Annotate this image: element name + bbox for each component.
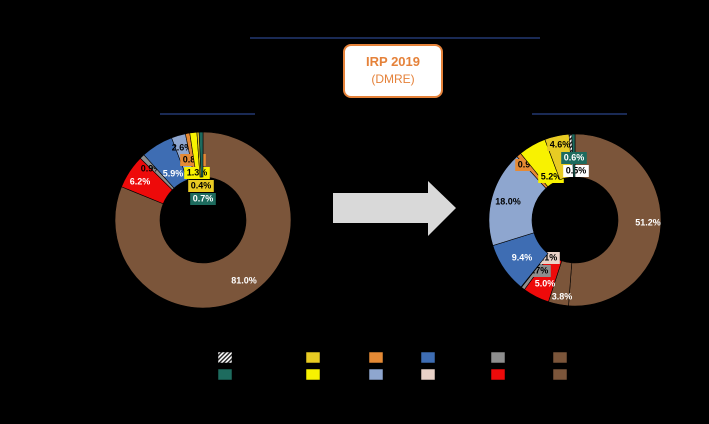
legend-swatch-coal [552, 368, 568, 381]
legend-swatch-pumped_storage [305, 351, 321, 364]
data-label: 5.0% [535, 278, 556, 288]
data-label: 0.1% [537, 252, 558, 262]
data-label-box [184, 167, 210, 179]
data-label-box [547, 139, 573, 151]
data-label: 6.2% [130, 176, 151, 186]
data-label: 0.5% [566, 165, 587, 175]
data-label: 0.6% [564, 152, 585, 162]
data-label: 0.9% [141, 163, 162, 173]
legend-swatch-solar_pv [305, 368, 321, 381]
legend-swatch-coal [552, 351, 568, 364]
legend-swatch-wind_light [368, 368, 384, 381]
data-label-box [561, 152, 587, 164]
data-label: 0.9% [518, 159, 539, 169]
legend-swatch-wind [420, 351, 436, 364]
data-label: 3.8% [552, 291, 573, 301]
donut-chart-2018: 81.0% 6.2% 0.9% 5.9% 2.6% 0.8% 1.3% 0.4% 0.7% [114, 131, 292, 309]
data-label: 2.6% [172, 142, 193, 152]
callout-title: IRP 2019 [366, 54, 420, 69]
donut-slice-hydro [198, 131, 204, 178]
donut-chart-2030: 51.2% 3.8% 5.0% 0.7% 0.1% 9.4% 18.0% 0.9%5.2% 4.… [488, 133, 662, 307]
data-label: 1.3% [187, 167, 208, 177]
data-label: 9.4% [512, 252, 533, 262]
data-label: 5.9% [163, 168, 184, 178]
arrow-right-icon [333, 181, 456, 236]
data-label: 5.2% [541, 171, 562, 181]
data-label: 4.6% [550, 139, 571, 149]
legend-swatch-gas_light [420, 368, 436, 381]
donut-slice-coal [114, 131, 292, 309]
legend-swatch-hydro [217, 368, 233, 381]
data-label-box [563, 165, 589, 177]
data-label: 0.4% [191, 180, 212, 190]
legend-swatch-gas [490, 351, 506, 364]
legend-swatch-nuclear [217, 351, 233, 364]
data-label-box [188, 180, 214, 192]
irp-callout: IRP 2019 (DMRE) [343, 44, 443, 98]
data-label: 18.0% [495, 196, 521, 206]
data-label: 0.7% [193, 193, 214, 203]
data-label: 0.7% [528, 265, 549, 275]
data-label-box [538, 171, 564, 183]
donut-slice-coal [568, 133, 662, 307]
data-label: 0.8% [183, 154, 204, 164]
callout-subtitle: (DMRE) [371, 72, 415, 86]
legend-swatch-diesel [490, 368, 506, 381]
data-label-box [190, 193, 216, 205]
legend [217, 351, 568, 381]
data-label: 51.2% [635, 217, 661, 227]
data-label: 81.0% [231, 275, 257, 285]
legend-swatch-csp [368, 351, 384, 364]
